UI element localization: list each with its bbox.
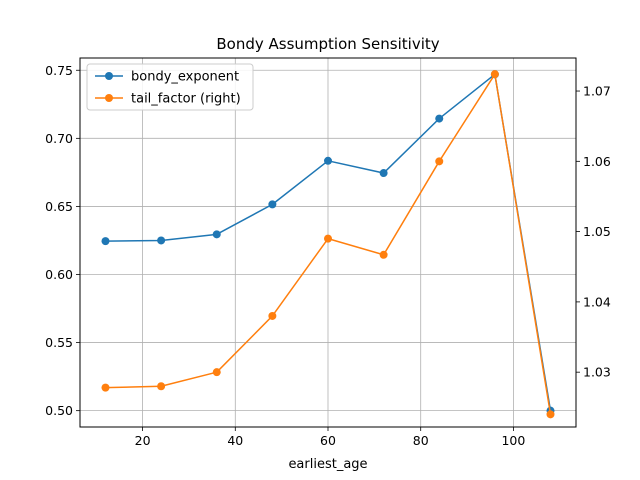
- data-point: [546, 410, 555, 419]
- y-right-tick-label: 1.03: [583, 365, 611, 380]
- data-point: [379, 250, 388, 259]
- y-right-tick-label: 1.06: [583, 154, 611, 169]
- legend-label: bondy_exponent: [131, 70, 239, 85]
- data-point: [101, 383, 110, 392]
- x-tick-label: 80: [413, 433, 429, 448]
- y-right-tick-label: 1.05: [583, 224, 611, 239]
- data-point: [157, 236, 166, 245]
- y-left-tick-label: 0.60: [45, 267, 73, 282]
- x-tick-label: 40: [227, 433, 243, 448]
- data-point: [324, 156, 332, 165]
- y-left-tick-label: 0.70: [45, 131, 73, 146]
- y-left-tick-label: 0.65: [45, 199, 73, 214]
- data-point: [268, 311, 277, 320]
- legend: bondy_exponent tail_factor (right): [86, 63, 254, 111]
- data-point: [212, 368, 221, 377]
- data-point: [268, 200, 277, 209]
- chart-title: Bondy Assumption Sensitivity: [216, 35, 439, 53]
- x-tick-label: 100: [501, 433, 525, 448]
- x-axis-label: earliest_age: [288, 457, 367, 472]
- data-point: [101, 237, 110, 246]
- x-axis: 20 40 60 80 100: [135, 427, 525, 448]
- data-point: [157, 382, 166, 391]
- data-point: [435, 114, 444, 123]
- y-right-tick-label: 1.04: [583, 294, 611, 309]
- data-point: [212, 230, 221, 239]
- legend-marker: [105, 94, 113, 102]
- y-right-tick-label: 1.07: [583, 84, 611, 99]
- y-axis-left: 0.50 0.55 0.60 0.65 0.70 0.75: [45, 63, 80, 418]
- series-layer: [101, 70, 555, 419]
- data-point: [379, 169, 388, 178]
- x-tick-label: 60: [320, 433, 336, 448]
- legend-box: [86, 63, 254, 111]
- legend-label: tail_factor (right): [131, 92, 241, 107]
- x-tick-label: 20: [135, 433, 151, 448]
- y-axis-right: 1.03 1.04 1.05 1.06 1.07: [576, 84, 611, 380]
- data-point: [490, 70, 499, 79]
- y-left-tick-label: 0.75: [45, 63, 73, 78]
- legend-marker: [105, 72, 113, 80]
- data-point: [435, 157, 444, 166]
- data-point: [324, 234, 332, 243]
- y-left-tick-label: 0.55: [45, 335, 73, 350]
- y-left-tick-label: 0.50: [45, 403, 73, 418]
